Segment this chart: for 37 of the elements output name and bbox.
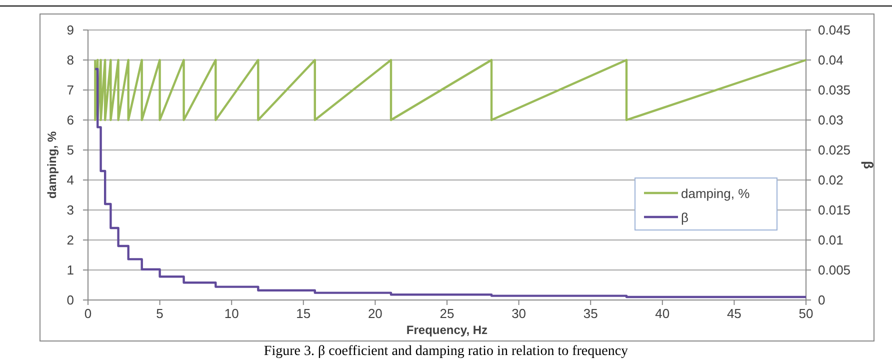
y-tick-label: 1 <box>66 262 74 278</box>
y-tick-label: 9 <box>66 22 74 38</box>
y2-tick-label: 0.02 <box>818 172 844 188</box>
x-tick-label: 5 <box>156 306 164 321</box>
y2-tick-label: 0.005 <box>818 262 851 278</box>
x-tick-label: 30 <box>512 306 526 321</box>
y2-tick-label: 0.03 <box>818 112 844 128</box>
caption: Figure 3. β coefficient and damping ratio in relation to frequency <box>264 344 628 359</box>
y2-axis-title: β <box>861 161 876 170</box>
legend-label: β <box>681 210 688 225</box>
y-tick-label: 8 <box>66 52 74 68</box>
x-tick-label: 35 <box>583 306 598 321</box>
y-tick-label: 3 <box>66 202 74 218</box>
y2-tick-label: 0 <box>818 292 826 308</box>
legend-label: damping, % <box>681 186 750 201</box>
x-tick-label: 15 <box>296 306 311 321</box>
y2-tick-label: 0.035 <box>818 82 851 98</box>
y-tick-label: 0 <box>66 292 74 308</box>
y2-tick-label: 0.015 <box>818 202 851 218</box>
y-tick-label: 6 <box>66 112 74 128</box>
y2-tick-label: 0.01 <box>818 232 844 248</box>
y2-tick-label: 0.04 <box>818 52 844 68</box>
x-axis-title: Frequency, Hz <box>406 323 488 337</box>
y-tick-label: 4 <box>66 172 74 188</box>
x-tick-label: 25 <box>440 306 454 321</box>
x-tick-label: 40 <box>655 306 670 321</box>
y-tick-label: 5 <box>66 142 74 158</box>
x-tick-label: 0 <box>84 306 92 321</box>
y2-tick-label: 0.045 <box>818 22 851 38</box>
x-tick-label: 10 <box>224 306 239 321</box>
x-tick-label: 20 <box>368 306 382 321</box>
y-axis-title: damping, % <box>45 131 59 199</box>
x-tick-label: 50 <box>798 306 814 321</box>
y-tick-label: 2 <box>66 232 74 248</box>
y2-tick-label: 0.025 <box>818 142 851 158</box>
x-tick-label: 45 <box>726 306 742 321</box>
y-tick-label: 7 <box>66 82 74 98</box>
